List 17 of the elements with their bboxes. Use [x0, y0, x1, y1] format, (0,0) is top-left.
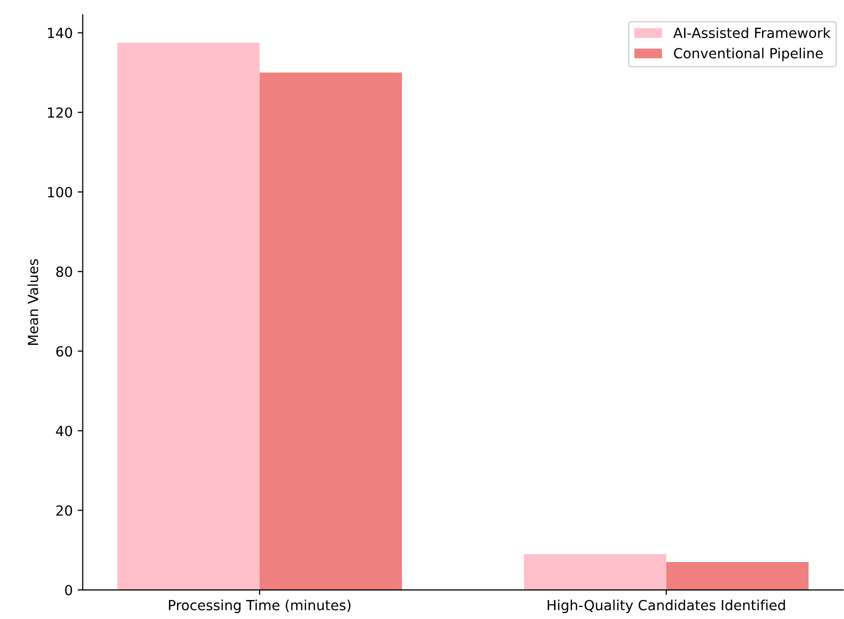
bar [666, 562, 809, 590]
y-tick-label: 0 [65, 584, 72, 596]
bar [117, 42, 260, 590]
legend-label: Conventional Pipeline [674, 48, 823, 62]
bar [524, 554, 666, 590]
legend-label: AI-Assisted Framework [673, 27, 831, 38]
y-tick-label: 40 [56, 426, 72, 436]
y-tick-label: 140 [48, 28, 72, 38]
x-tick-label: Processing Time (minutes) [168, 600, 350, 614]
y-tick-label: 60 [56, 346, 72, 357]
y-tick-label: 80 [56, 266, 72, 278]
x-tick-label: High-Quality Candidates Identified [548, 600, 785, 614]
y-axis-title: Mean Values [27, 259, 38, 345]
y-tick-label: 120 [48, 107, 72, 118]
y-tick-label: 100 [48, 186, 72, 198]
bar [260, 72, 402, 590]
y-tick-label: 20 [56, 505, 72, 516]
